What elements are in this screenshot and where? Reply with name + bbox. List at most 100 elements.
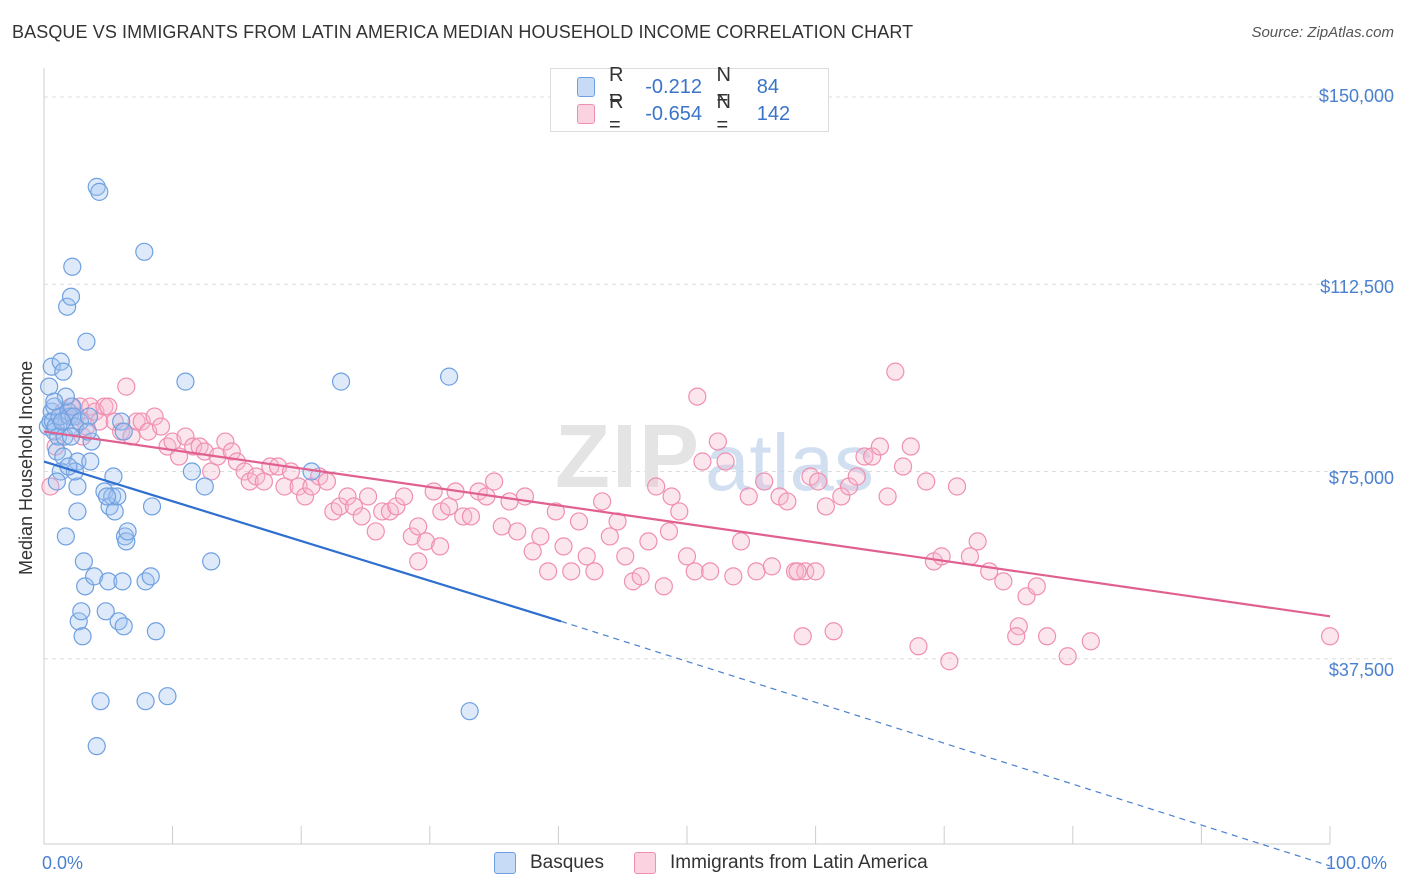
point-immigrants bbox=[796, 562, 815, 581]
legend-swatch-immigrants bbox=[577, 104, 596, 124]
point-basques bbox=[87, 177, 106, 196]
point-immigrants bbox=[755, 472, 774, 491]
point-immigrants bbox=[402, 527, 421, 546]
point-immigrants bbox=[95, 397, 114, 416]
point-basques bbox=[58, 297, 77, 316]
point-immigrants bbox=[659, 522, 679, 541]
point-basques bbox=[45, 392, 64, 411]
r-value: -0.654 bbox=[645, 102, 702, 125]
point-basques bbox=[61, 287, 81, 306]
point-basques bbox=[87, 737, 106, 756]
trend-line-basques bbox=[43, 460, 562, 623]
x-tick-label-max: 100.0% bbox=[1326, 853, 1388, 873]
point-immigrants bbox=[289, 477, 308, 496]
legend-swatch-basques bbox=[494, 852, 516, 874]
point-basques bbox=[72, 602, 91, 621]
point-immigrants bbox=[99, 397, 118, 416]
r-value: -0.212 bbox=[645, 75, 702, 98]
point-immigrants bbox=[1058, 647, 1077, 666]
point-basques bbox=[52, 412, 72, 431]
point-immigrants bbox=[878, 487, 897, 506]
point-basques bbox=[158, 687, 177, 706]
point-immigrants bbox=[716, 452, 735, 471]
point-immigrants bbox=[960, 547, 980, 566]
point-immigrants bbox=[1320, 627, 1340, 646]
point-immigrants bbox=[409, 517, 428, 536]
n-label: N = bbox=[716, 91, 731, 136]
point-basques bbox=[97, 487, 117, 506]
gridlines bbox=[44, 96, 1395, 660]
point-immigrants bbox=[1081, 632, 1100, 651]
point-immigrants bbox=[409, 552, 428, 571]
point-immigrants bbox=[485, 472, 504, 491]
point-immigrants bbox=[747, 562, 766, 581]
point-basques bbox=[56, 387, 75, 406]
point-immigrants bbox=[254, 472, 274, 491]
point-immigrants bbox=[917, 472, 936, 491]
point-basques bbox=[439, 367, 459, 386]
point-immigrants bbox=[216, 432, 235, 451]
n-value: 84 bbox=[756, 75, 779, 98]
point-basques bbox=[76, 577, 95, 596]
chart-title: BASQUE VS IMMIGRANTS FROM LATIN AMERICA … bbox=[12, 22, 914, 42]
point-basques bbox=[85, 567, 104, 586]
point-basques bbox=[74, 552, 93, 571]
point-immigrants bbox=[593, 492, 612, 511]
point-immigrants bbox=[968, 532, 987, 551]
point-immigrants bbox=[863, 447, 882, 466]
point-immigrants bbox=[387, 497, 406, 516]
y-tick-label: $75,000 bbox=[1328, 468, 1394, 488]
point-immigrants bbox=[562, 562, 581, 581]
point-immigrants bbox=[295, 487, 315, 506]
point-immigrants bbox=[105, 412, 124, 431]
point-immigrants bbox=[569, 512, 589, 531]
legend-row-immigrants: R = -0.654 N = 142 bbox=[577, 91, 828, 136]
point-immigrants bbox=[824, 622, 843, 641]
point-immigrants bbox=[739, 487, 758, 506]
point-basques bbox=[182, 462, 201, 481]
legend-item-immigrants: Immigrants from Latin America bbox=[634, 852, 928, 874]
point-immigrants bbox=[394, 487, 414, 506]
point-immigrants bbox=[539, 562, 558, 581]
point-basques bbox=[136, 572, 155, 591]
point-immigrants bbox=[685, 562, 704, 581]
point-immigrants bbox=[701, 562, 720, 581]
trend-lines bbox=[43, 430, 1331, 867]
point-basques bbox=[90, 182, 109, 201]
legend-item-basques: Basques bbox=[494, 852, 604, 874]
point-immigrants bbox=[508, 522, 527, 541]
point-basques bbox=[70, 412, 90, 431]
x-tick-label-min: 0.0% bbox=[42, 853, 84, 873]
y-tick-label: $150,000 bbox=[1318, 86, 1394, 106]
point-immigrants bbox=[145, 407, 164, 426]
series-legend: Basques Immigrants from Latin America bbox=[0, 852, 1406, 878]
point-immigrants bbox=[222, 442, 241, 461]
point-immigrants bbox=[788, 562, 807, 581]
point-immigrants bbox=[184, 437, 203, 456]
point-basques bbox=[77, 332, 96, 351]
point-immigrants bbox=[839, 477, 859, 496]
point-basques bbox=[79, 407, 99, 426]
point-immigrants bbox=[454, 507, 473, 526]
point-basques bbox=[81, 452, 100, 471]
point-immigrants bbox=[190, 437, 209, 456]
point-immigrants bbox=[176, 427, 195, 446]
point-immigrants bbox=[500, 492, 519, 511]
point-immigrants bbox=[901, 437, 920, 456]
point-immigrants bbox=[523, 542, 542, 561]
point-basques bbox=[68, 502, 87, 521]
point-basques bbox=[47, 472, 66, 491]
point-immigrants bbox=[275, 477, 294, 496]
point-basques bbox=[136, 692, 155, 711]
point-immigrants bbox=[344, 497, 364, 516]
point-immigrants bbox=[600, 527, 619, 546]
point-immigrants bbox=[994, 572, 1013, 591]
point-basques bbox=[135, 242, 154, 261]
point-basques bbox=[96, 602, 115, 621]
point-immigrants bbox=[670, 502, 689, 521]
y-tick-label: $37,500 bbox=[1328, 660, 1394, 680]
source-note: Source: ZipAtlas.com bbox=[1251, 24, 1394, 41]
point-immigrants bbox=[816, 497, 835, 516]
point-immigrants bbox=[639, 532, 658, 551]
